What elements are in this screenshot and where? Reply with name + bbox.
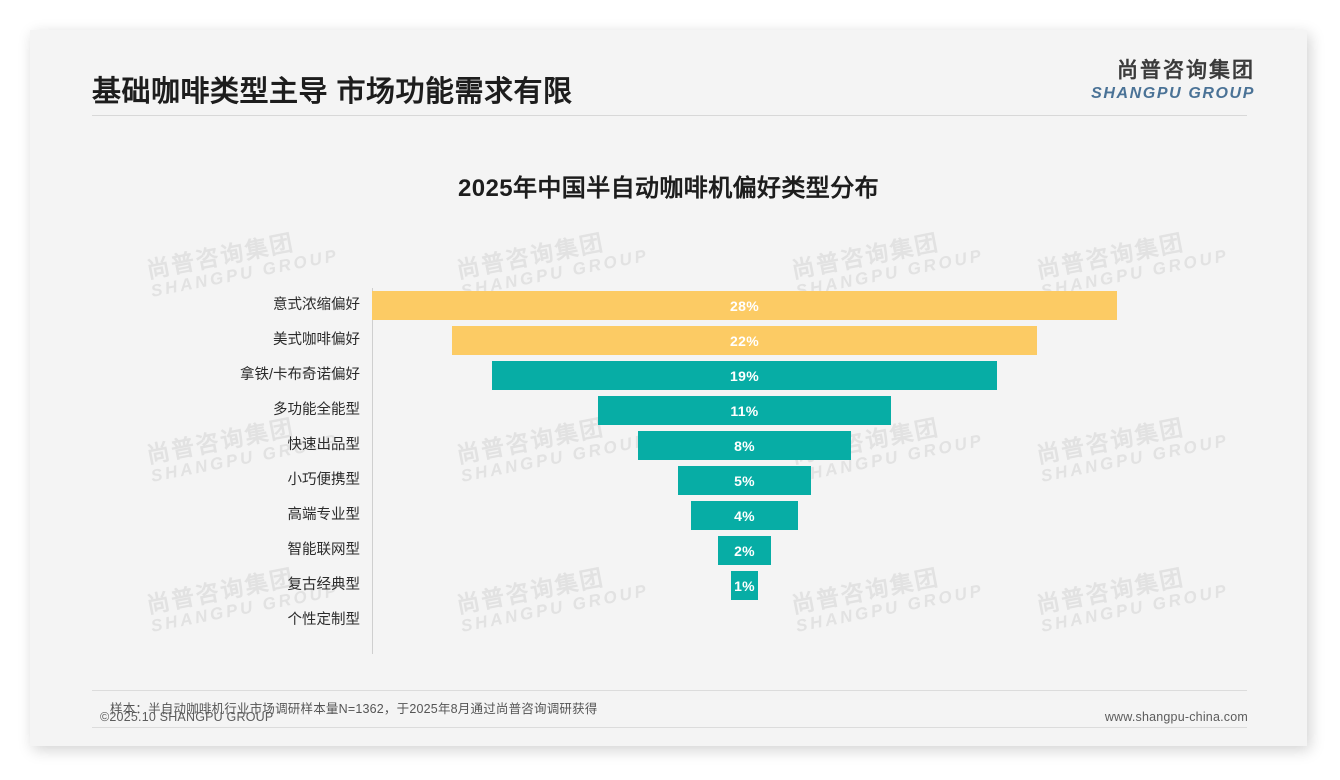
chart-row: 高端专业型 4% [92, 498, 1247, 533]
chart-row: 复古经典型 1% [92, 568, 1247, 603]
category-label: 个性定制型 [287, 612, 361, 628]
funnel-bar[interactable]: 11% [598, 396, 891, 425]
bar-value-label: 28% [730, 297, 759, 314]
chart-row: 快速出品型 8% [92, 428, 1247, 463]
bar-value-label: 11% [730, 402, 759, 419]
category-label: 小巧便携型 [287, 472, 361, 488]
chart-row: 智能联网型 2% [92, 533, 1247, 568]
chart-row: 个性定制型 [92, 603, 1247, 638]
company-logo: 尚普咨询集团 SHANGPU GROUP [1091, 60, 1255, 102]
logo-chinese-text: 尚普咨询集团 [1117, 59, 1255, 82]
category-label: 拿铁/卡布奇诺偏好 [239, 367, 360, 383]
category-label: 高端专业型 [287, 507, 361, 523]
bar-value-label: 4% [734, 507, 755, 524]
bottom-bar: ©2025.10 SHANGPU GROUP www.shangpu-china… [0, 710, 1340, 758]
sample-footnote: 样本：半自动咖啡机行业市场调研样本量N=1362，于2025年8月通过尚普咨询调… [110, 702, 598, 716]
bar-value-label: 2% [734, 542, 755, 559]
slide-header: 基础咖啡类型主导 市场功能需求有限 尚普咨询集团 SHANGPU GROUP [30, 30, 1307, 122]
chart-row: 多功能全能型 11% [92, 393, 1247, 428]
website-url[interactable]: www.shangpu-china.com [1104, 710, 1248, 724]
funnel-bar[interactable]: 5% [677, 466, 811, 495]
funnel-bar[interactable]: 28% [372, 291, 1117, 320]
header-divider [92, 115, 1247, 116]
logo-english-text: SHANGPU GROUP [1091, 85, 1255, 102]
chart-row: 拿铁/卡布奇诺偏好 19% [92, 358, 1247, 393]
funnel-bar[interactable]: 1% [731, 571, 758, 600]
bar-value-label: 19% [730, 367, 759, 384]
funnel-bar[interactable]: 8% [638, 431, 851, 460]
category-label: 多功能全能型 [273, 402, 360, 418]
funnel-chart: 尚普咨询集团 SHANGPU GROUP 尚普咨询集团 SHANGPU GROUP 尚普… [92, 230, 1247, 662]
category-label: 复古经典型 [287, 577, 361, 593]
funnel-bar[interactable]: 19% [491, 361, 998, 390]
page-title: 基础咖啡类型主导 市场功能需求有限 [92, 76, 573, 108]
category-axis-line [372, 288, 373, 654]
chart-row: 意式浓缩偏好 28% [92, 288, 1247, 323]
category-label: 智能联网型 [287, 542, 361, 558]
category-label: 快速出品型 [287, 437, 361, 453]
bar-value-label: 22% [730, 332, 759, 349]
chart-plot-area: 意式浓缩偏好 28% 美式咖啡偏好 22% 拿铁/卡布奇诺偏好 19% 多功能全能型 11% 快… [92, 230, 1247, 662]
funnel-bar[interactable]: 4% [691, 501, 798, 530]
funnel-bar[interactable]: 22% [451, 326, 1038, 355]
bar-value-label: 8% [734, 437, 755, 454]
footnote-divider-bottom [92, 727, 1247, 728]
slide-card: 基础咖啡类型主导 市场功能需求有限 尚普咨询集团 SHANGPU GROUP 2… [30, 30, 1307, 746]
category-label: 意式浓缩偏好 [273, 297, 360, 313]
funnel-bar[interactable]: 2% [717, 536, 772, 565]
chart-row: 美式咖啡偏好 22% [92, 323, 1247, 358]
chart-row: 小巧便携型 5% [92, 463, 1247, 498]
bar-value-label: 5% [734, 472, 755, 489]
footnote-divider-top [92, 690, 1247, 691]
chart-title: 2025年中国半自动咖啡机偏好类型分布 [458, 175, 879, 202]
category-label: 美式咖啡偏好 [273, 332, 360, 348]
copyright-text: ©2025.10 SHANGPU GROUP [100, 710, 274, 724]
bar-value-label: 1% [734, 577, 755, 594]
